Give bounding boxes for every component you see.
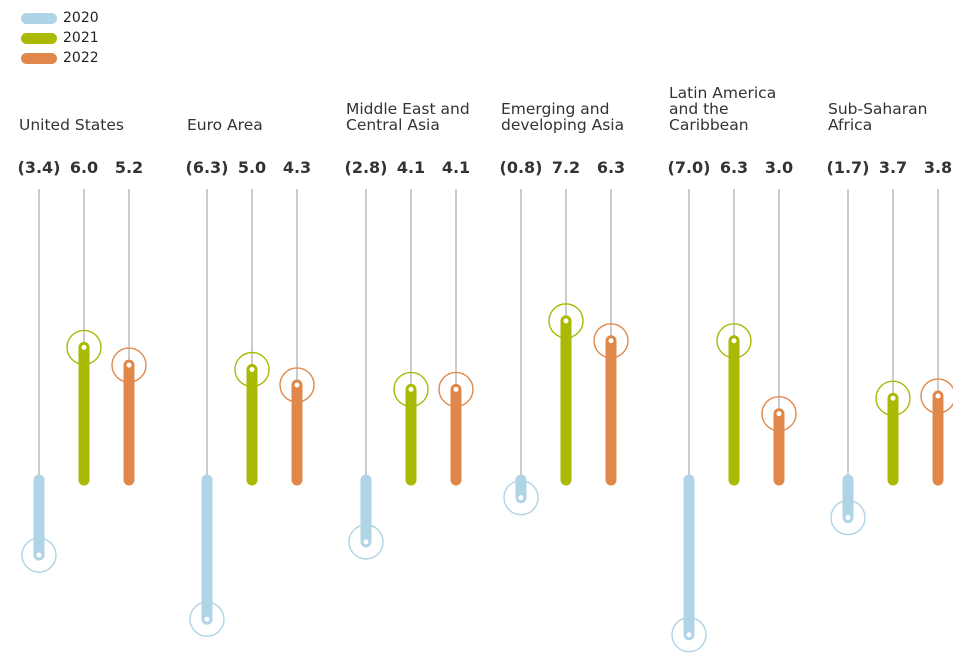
value-label-middle-east-and-central-asia-2022: 4.1 <box>441 158 471 177</box>
value-label-sub-saharan-africa-2022: 3.8 <box>923 158 953 177</box>
marker-dot-sub-saharan-africa-2020 <box>845 515 851 521</box>
marker-dot-latin-america-and-the-caribbean-2020 <box>686 632 692 638</box>
marker-dot-latin-america-and-the-caribbean-2022 <box>776 411 782 417</box>
legend-swatch-2022 <box>21 52 57 64</box>
marker-ring-sub-saharan-africa-2020 <box>830 499 866 536</box>
marker-dot-latin-america-and-the-caribbean-2021 <box>731 338 737 344</box>
value-label-latin-america-and-the-caribbean-2022: 3.0 <box>764 158 794 177</box>
marker-ring-emerging-and-developing-asia-2022 <box>593 323 629 359</box>
marker-ring-united-states-2020 <box>21 537 57 573</box>
legend-swatch-2021 <box>21 32 57 44</box>
value-label-united-states-2022: 5.2 <box>114 158 144 177</box>
marker-ring-latin-america-and-the-caribbean-2022 <box>761 396 797 432</box>
marker-ring-united-states-2022 <box>111 347 147 383</box>
value-label-middle-east-and-central-asia-2020: (2.8) <box>344 158 388 177</box>
value-label-latin-america-and-the-caribbean-2021: 6.3 <box>719 158 749 177</box>
value-label-euro-area-2022: 4.3 <box>282 158 312 177</box>
marker-ring-euro-area-2022 <box>279 367 315 403</box>
marker-ring-united-states-2021 <box>66 329 102 366</box>
marker-ring-middle-east-and-central-asia-2021 <box>393 371 429 408</box>
marker-ring-emerging-and-developing-asia-2020 <box>503 479 539 516</box>
value-label-emerging-and-developing-asia-2020: (0.8) <box>499 158 543 177</box>
marker-dot-sub-saharan-africa-2021 <box>890 395 896 401</box>
marker-ring-latin-america-and-the-caribbean-2020 <box>671 617 707 653</box>
region-label-euro-area: Euro Area <box>187 116 263 134</box>
legend-item-2021: 2021 <box>21 28 99 48</box>
marker-dot-emerging-and-developing-asia-2020 <box>518 495 524 501</box>
value-label-sub-saharan-africa-2020: (1.7) <box>826 158 870 177</box>
marker-ring-middle-east-and-central-asia-2022 <box>438 371 474 408</box>
value-label-latin-america-and-the-caribbean-2020: (7.0) <box>667 158 711 177</box>
value-label-emerging-and-developing-asia-2021: 7.2 <box>551 158 581 177</box>
value-label-united-states-2021: 6.0 <box>69 158 99 177</box>
value-label-euro-area-2021: 5.0 <box>237 158 267 177</box>
marker-ring-sub-saharan-africa-2021 <box>875 380 911 416</box>
region-label-emerging-and-developing-asia: Emerging and developing Asia <box>501 100 625 134</box>
marker-dot-euro-area-2022 <box>294 382 300 388</box>
marker-dot-sub-saharan-africa-2022 <box>935 393 941 399</box>
region-label-sub-saharan-africa: Sub-Saharan Africa <box>828 100 928 134</box>
legend-item-2022: 2022 <box>21 48 99 68</box>
region-label-middle-east-and-central-asia: Middle East and Central Asia <box>346 100 470 134</box>
marker-dot-middle-east-and-central-asia-2020 <box>363 539 369 545</box>
marker-dot-emerging-and-developing-asia-2022 <box>608 338 614 344</box>
region-label-united-states: United States <box>19 116 124 134</box>
legend-item-2020: 2020 <box>21 8 99 28</box>
region-label-latin-america-and-the-caribbean: Latin America and the Caribbean <box>669 84 777 134</box>
legend-label-2020: 2020 <box>63 10 99 26</box>
value-label-emerging-and-developing-asia-2022: 6.3 <box>596 158 626 177</box>
legend: 2020 2021 2022 <box>21 8 99 68</box>
marker-dot-emerging-and-developing-asia-2021 <box>563 318 569 324</box>
marker-ring-sub-saharan-africa-2022 <box>920 378 953 414</box>
marker-ring-emerging-and-developing-asia-2021 <box>548 303 584 339</box>
legend-label-2022: 2022 <box>63 50 99 66</box>
marker-dot-united-states-2022 <box>126 362 132 368</box>
marker-ring-latin-america-and-the-caribbean-2021 <box>716 323 752 359</box>
marker-dot-euro-area-2021 <box>249 367 255 372</box>
marker-dot-united-states-2020 <box>36 552 42 558</box>
marker-dot-middle-east-and-central-asia-2021 <box>408 386 414 392</box>
value-label-united-states-2020: (3.4) <box>17 158 61 177</box>
marker-dot-euro-area-2020 <box>204 616 210 622</box>
legend-swatch-2020 <box>21 12 57 24</box>
value-label-sub-saharan-africa-2021: 3.7 <box>878 158 908 177</box>
marker-ring-euro-area-2021 <box>234 351 270 388</box>
legend-label-2021: 2021 <box>63 30 99 46</box>
value-label-middle-east-and-central-asia-2021: 4.1 <box>396 158 426 177</box>
marker-dot-united-states-2021 <box>81 344 87 350</box>
marker-dot-middle-east-and-central-asia-2022 <box>453 386 459 392</box>
marker-ring-euro-area-2020 <box>189 601 225 637</box>
value-label-euro-area-2020: (6.3) <box>185 158 229 177</box>
marker-ring-middle-east-and-central-asia-2020 <box>348 524 384 560</box>
